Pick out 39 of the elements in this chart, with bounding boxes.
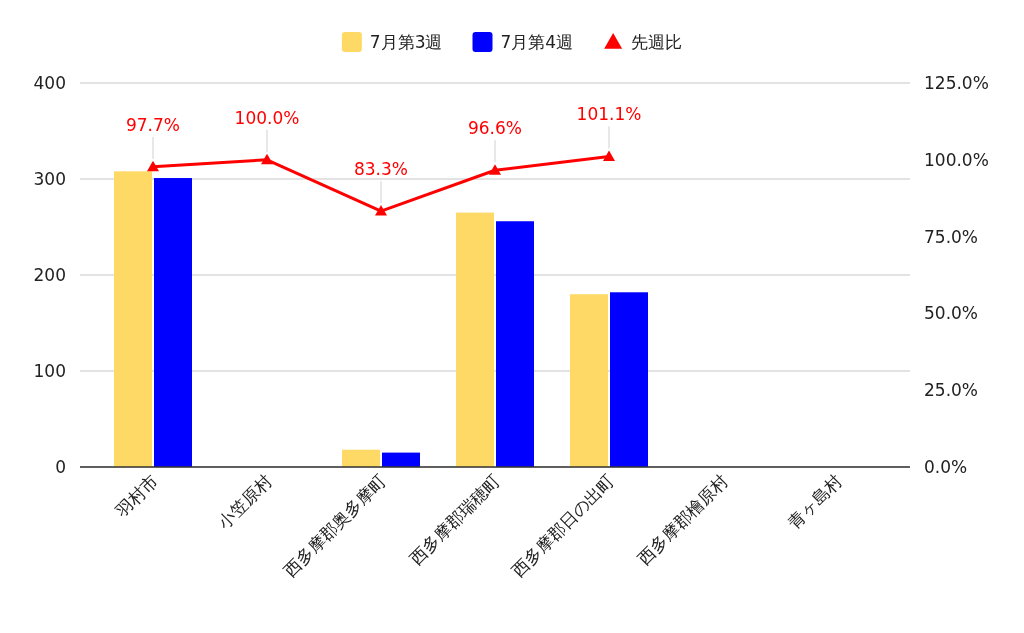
legend-label: 7月第3週 bbox=[369, 32, 443, 52]
y2-tick-label: 50.0% bbox=[924, 303, 979, 324]
point bbox=[147, 160, 159, 172]
y2-tick-label: 0.0% bbox=[924, 457, 968, 477]
data-label: 97.7% bbox=[125, 114, 181, 135]
data-label: 101.1% bbox=[576, 104, 642, 125]
bar bbox=[114, 171, 152, 467]
y-tick-label: 0 bbox=[55, 457, 66, 477]
bar bbox=[610, 292, 648, 467]
bar bbox=[496, 221, 534, 467]
x-tick-label: 青ヶ島村 bbox=[783, 470, 846, 533]
point bbox=[375, 205, 387, 216]
y-tick-label: 100 bbox=[33, 361, 66, 381]
data-label: 83.3% bbox=[353, 159, 409, 180]
bar bbox=[342, 449, 380, 467]
data-label: 96.6% bbox=[467, 118, 523, 139]
legend-label: 7月第4週 bbox=[500, 32, 574, 52]
point bbox=[261, 153, 273, 165]
bar bbox=[154, 178, 192, 467]
y2-tick-label: 25.0% bbox=[924, 380, 979, 401]
y-tick-label: 300 bbox=[33, 169, 66, 189]
y-tick-label: 200 bbox=[33, 265, 66, 285]
bar bbox=[456, 212, 494, 467]
bar bbox=[570, 294, 608, 467]
x-tick-label: 西多摩郡瑞穂町 bbox=[405, 470, 504, 569]
y2-tick-label: 125.0% bbox=[924, 73, 989, 93]
point bbox=[603, 150, 615, 161]
x-tick-label: 西多摩郡檜原村 bbox=[633, 470, 732, 569]
point bbox=[489, 164, 501, 175]
y2-tick-label: 100.0% bbox=[924, 149, 989, 170]
x-tick-label: 小笠原村 bbox=[213, 470, 276, 533]
legend-label: 先週比 bbox=[631, 32, 683, 52]
y-tick-label: 400 bbox=[33, 73, 66, 93]
x-tick-label: 羽村市 bbox=[110, 470, 162, 522]
x-tick-label: 西多摩郡日の出町 bbox=[507, 470, 618, 581]
y2-tick-label: 75.0% bbox=[924, 226, 979, 247]
bar bbox=[382, 452, 420, 467]
data-label: 100.0% bbox=[234, 107, 300, 128]
x-tick-label: 西多摩郡奥多摩町 bbox=[279, 470, 390, 581]
